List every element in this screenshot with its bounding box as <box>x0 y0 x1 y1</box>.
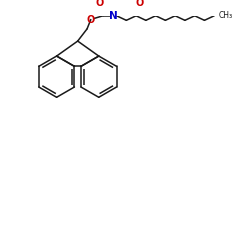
Text: O: O <box>95 0 103 8</box>
Text: O: O <box>87 14 95 24</box>
Text: CH₃: CH₃ <box>219 11 233 20</box>
Text: O: O <box>136 0 144 8</box>
Text: N: N <box>109 11 118 21</box>
